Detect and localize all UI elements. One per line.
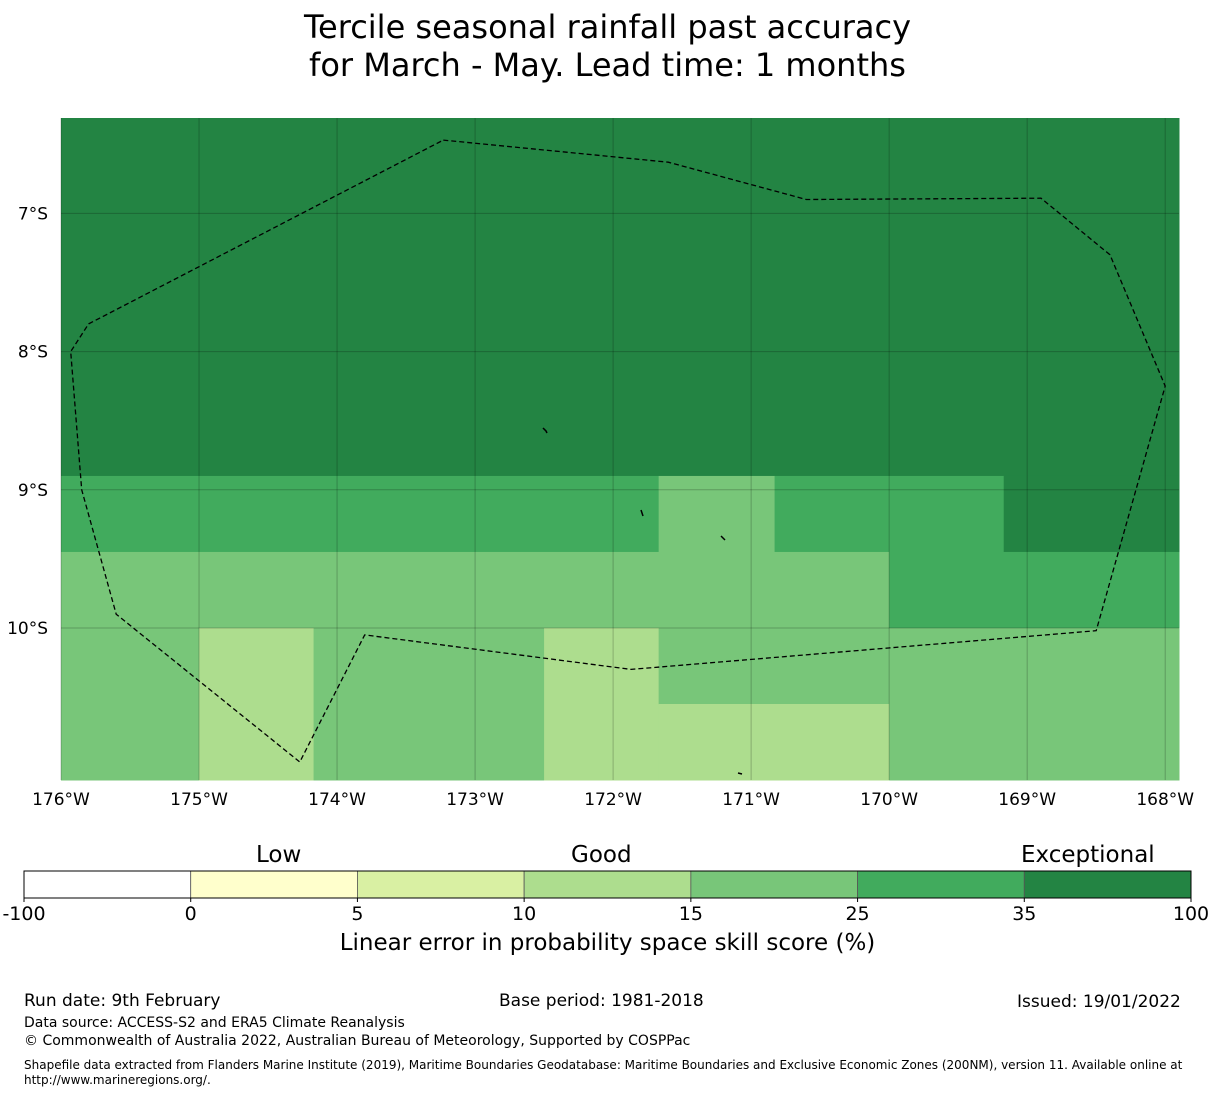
colorbar-tick-label: 25 bbox=[845, 903, 869, 925]
colorbar-tick-label: -100 bbox=[2, 903, 45, 925]
latitude-labels: 7°S 8°S 9°S 10°S bbox=[7, 204, 48, 639]
grid-cell bbox=[658, 627, 890, 705]
longitude-tick-label: 176°W bbox=[32, 790, 90, 810]
longitude-tick-label: 173°W bbox=[446, 790, 504, 810]
graticule bbox=[60, 118, 1179, 780]
base-period: Base period: 1981-2018 bbox=[499, 991, 704, 1011]
longitude-tick-label: 172°W bbox=[584, 790, 642, 810]
colorbar-swatch bbox=[523, 870, 692, 899]
longitude-tick-label: 170°W bbox=[860, 790, 918, 810]
colorbar-tick-label: 0 bbox=[185, 903, 197, 925]
chart-title-line-1: Tercile seasonal rainfall past accuracy bbox=[303, 8, 912, 46]
grid-cell bbox=[313, 627, 545, 781]
skill-grid-cells bbox=[61, 118, 1180, 781]
colorbar-swatch bbox=[190, 870, 358, 899]
island-mark bbox=[542, 427, 548, 434]
eez-boundary bbox=[70, 139, 1166, 764]
chart-title-line-2: for March - May. Lead time: 1 months bbox=[309, 46, 906, 84]
colorbar-tick-label: 35 bbox=[1012, 903, 1036, 925]
longitude-tick-label: 174°W bbox=[308, 790, 366, 810]
category-low: Low bbox=[256, 842, 302, 868]
longitude-tick-label: 171°W bbox=[722, 790, 780, 810]
colorbar-swatch bbox=[857, 870, 1025, 899]
longitude-labels: 176°W 175°W 174°W 173°W 172°W 171°W 170°W 169°W… bbox=[32, 790, 1194, 810]
grid-cell bbox=[1003, 475, 1180, 553]
colorbar-swatch bbox=[690, 870, 858, 899]
colorbar-frame bbox=[23, 870, 1192, 899]
grid-cell bbox=[658, 703, 890, 781]
colorbar-swatch bbox=[23, 870, 192, 899]
data-source: Data source: ACCESS-S2 and ERA5 Climate … bbox=[24, 1015, 405, 1031]
grid-cell bbox=[61, 118, 1180, 477]
grid-cell bbox=[61, 627, 200, 781]
colorbar bbox=[23, 870, 1192, 899]
category-exceptional: Exceptional bbox=[1021, 842, 1155, 868]
grid-cell bbox=[199, 627, 315, 781]
colorbar-label: Linear error in probability space skill … bbox=[339, 930, 876, 956]
grid-cell bbox=[61, 551, 890, 629]
grid-cell bbox=[774, 475, 1005, 553]
colorbar-tick-label: 15 bbox=[679, 903, 703, 925]
colorbar-swatch bbox=[1023, 870, 1192, 899]
longitude-tick-label: 169°W bbox=[998, 790, 1056, 810]
latitude-tick-label: 9°S bbox=[18, 481, 48, 501]
copyright: © Commonwealth of Australia 2022, Austra… bbox=[24, 1033, 691, 1049]
run-date: Run date: 9th February bbox=[24, 991, 221, 1011]
colorbar-swatch bbox=[357, 870, 525, 899]
category-good: Good bbox=[571, 842, 632, 868]
latitude-tick-label: 7°S bbox=[18, 204, 48, 224]
grid-cell bbox=[889, 627, 1180, 781]
island-mark bbox=[737, 772, 743, 775]
longitude-tick-label: 175°W bbox=[170, 790, 228, 810]
grid-cell bbox=[658, 475, 776, 553]
colorbar-ticks: -100 0 5 10 15 25 35 100 bbox=[2, 898, 1209, 925]
longitude-tick-label: 168°W bbox=[1136, 790, 1194, 810]
grid-cell bbox=[61, 475, 660, 553]
colorbar-tick-label: 100 bbox=[1173, 903, 1209, 925]
grid-cell bbox=[889, 551, 1180, 629]
grid-cell bbox=[544, 627, 660, 781]
latitude-tick-label: 10°S bbox=[7, 619, 48, 639]
island-mark bbox=[720, 535, 726, 541]
island-mark bbox=[640, 509, 644, 517]
colorbar-tick-label: 10 bbox=[512, 903, 536, 925]
colorbar-tick-label: 5 bbox=[351, 903, 363, 925]
latitude-tick-label: 8°S bbox=[18, 343, 48, 363]
island-marks bbox=[542, 427, 743, 775]
shapefile-credit: Shapefile data extracted from Flanders M… bbox=[24, 1058, 1183, 1087]
issued-date: Issued: 19/01/2022 bbox=[1017, 992, 1181, 1012]
